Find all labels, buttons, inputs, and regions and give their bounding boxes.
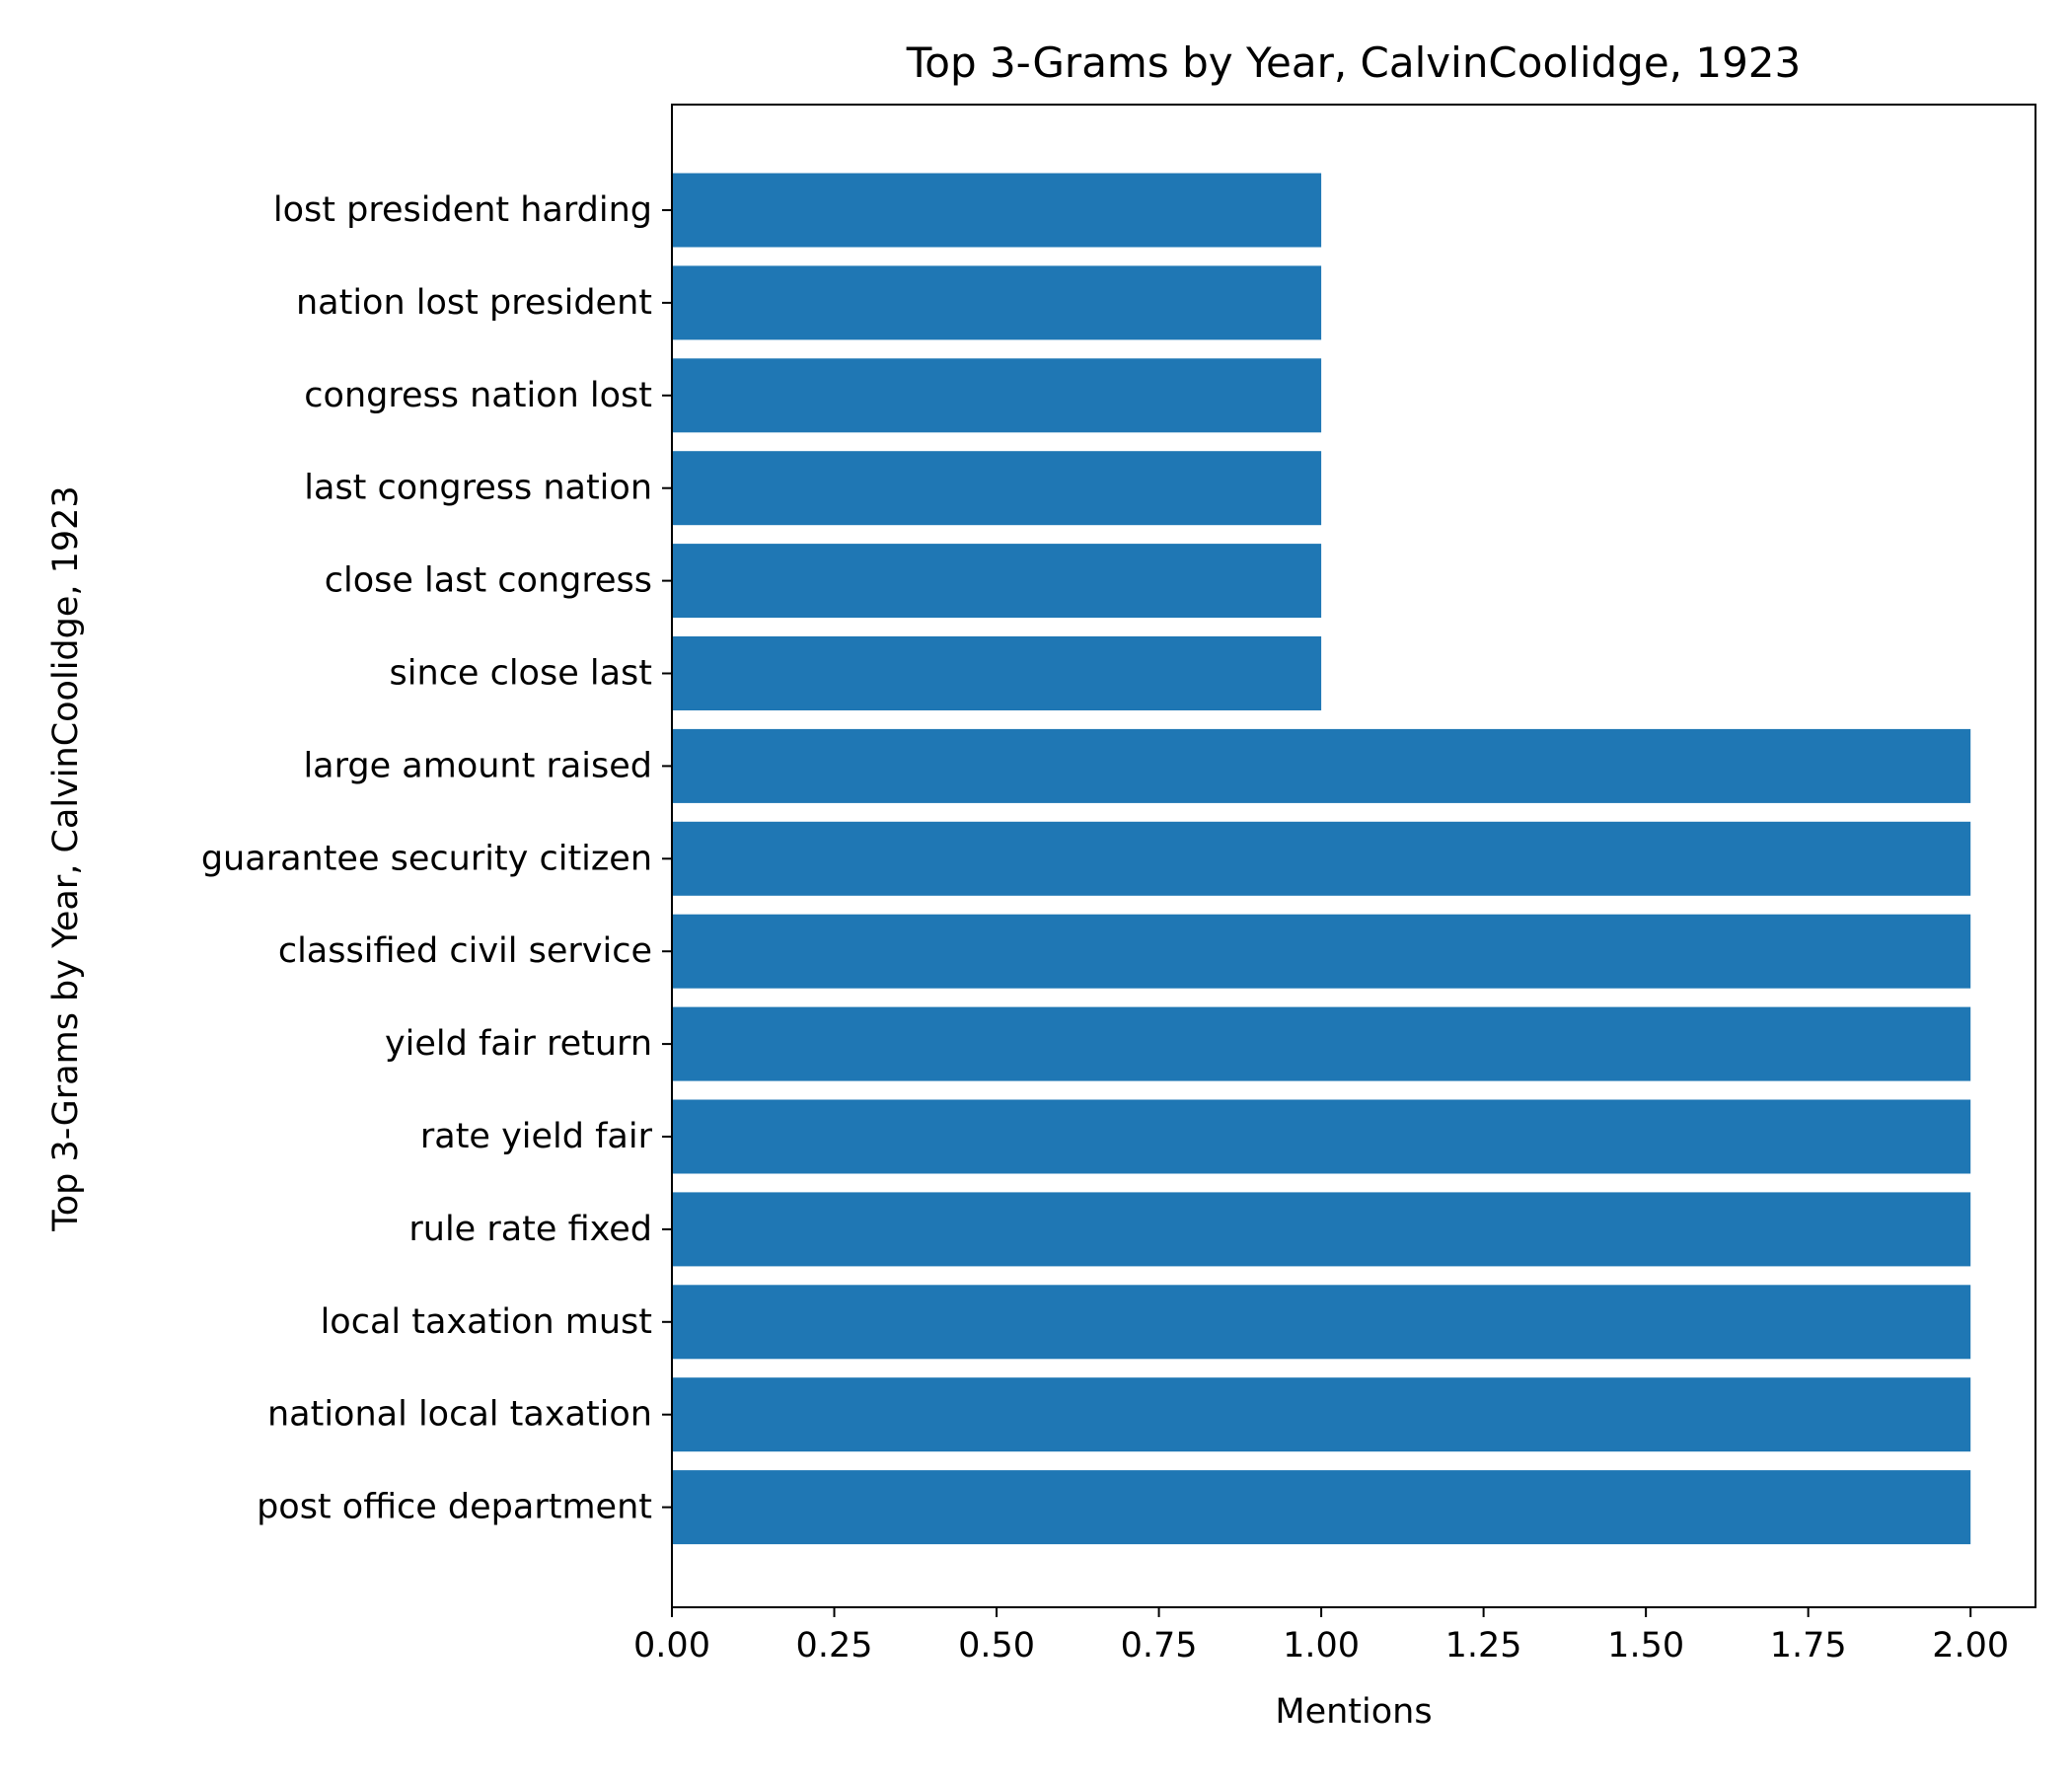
y-tick-label: nation lost president: [296, 283, 652, 323]
y-tick-label: last congress nation: [304, 469, 652, 508]
y-tick-label: congress nation lost: [304, 376, 652, 415]
bar: [672, 265, 1322, 340]
x-tick-label: 2.00: [1932, 1626, 2009, 1665]
y-axis-title: Top 3-Grams by Year, CalvinCoolidge, 192…: [46, 485, 86, 1231]
bar: [672, 1285, 1971, 1360]
bar: [672, 1377, 1971, 1452]
y-tick-label: rule rate fixed: [408, 1210, 652, 1249]
bar: [672, 1099, 1971, 1174]
x-axis-title: Mentions: [1275, 1692, 1432, 1732]
bar: [672, 1470, 1971, 1545]
x-tick-label: 0.00: [633, 1626, 710, 1665]
bar: [672, 1006, 1971, 1081]
y-axis: lost president harding nation lost presid…: [201, 190, 672, 1527]
y-tick-label: national local taxation: [267, 1395, 652, 1435]
bar: [672, 358, 1322, 433]
y-tick-label: since close last: [390, 654, 652, 694]
bar: [672, 451, 1322, 526]
bars: [672, 173, 1971, 1545]
y-tick-label: close last congress: [325, 561, 652, 601]
bar: [672, 544, 1322, 619]
y-tick-label: local taxation must: [321, 1302, 652, 1342]
x-tick-label: 1.25: [1445, 1626, 1522, 1665]
x-tick-label: 1.75: [1770, 1626, 1847, 1665]
bar: [672, 636, 1322, 710]
y-tick-label: large amount raised: [303, 746, 652, 785]
x-tick-label: 0.75: [1121, 1626, 1198, 1665]
y-tick-label: guarantee security citizen: [201, 839, 652, 878]
y-tick-label: yield fair return: [385, 1024, 652, 1064]
x-tick-label: 1.50: [1607, 1626, 1684, 1665]
bar: [672, 728, 1971, 803]
bar: [672, 821, 1971, 896]
bar: [672, 173, 1322, 248]
y-tick-label: post office department: [257, 1488, 652, 1527]
y-tick-label: rate yield fair: [420, 1117, 653, 1156]
x-tick-label: 1.00: [1283, 1626, 1360, 1665]
chart-title: Top 3-Grams by Year, CalvinCoolidge, 192…: [906, 38, 1802, 87]
y-tick-label: classified civil service: [278, 931, 652, 971]
x-axis: 0.00 0.25 0.50 0.75 1.00 1.25 1.50 1.75 2.00: [633, 1607, 2009, 1665]
x-tick-label: 0.25: [796, 1626, 873, 1665]
y-tick-label: lost president harding: [273, 190, 652, 230]
bar: [672, 914, 1971, 989]
plot-frame: [671, 104, 2036, 1608]
bar: [672, 1192, 1971, 1267]
x-tick-label: 0.50: [958, 1626, 1035, 1665]
